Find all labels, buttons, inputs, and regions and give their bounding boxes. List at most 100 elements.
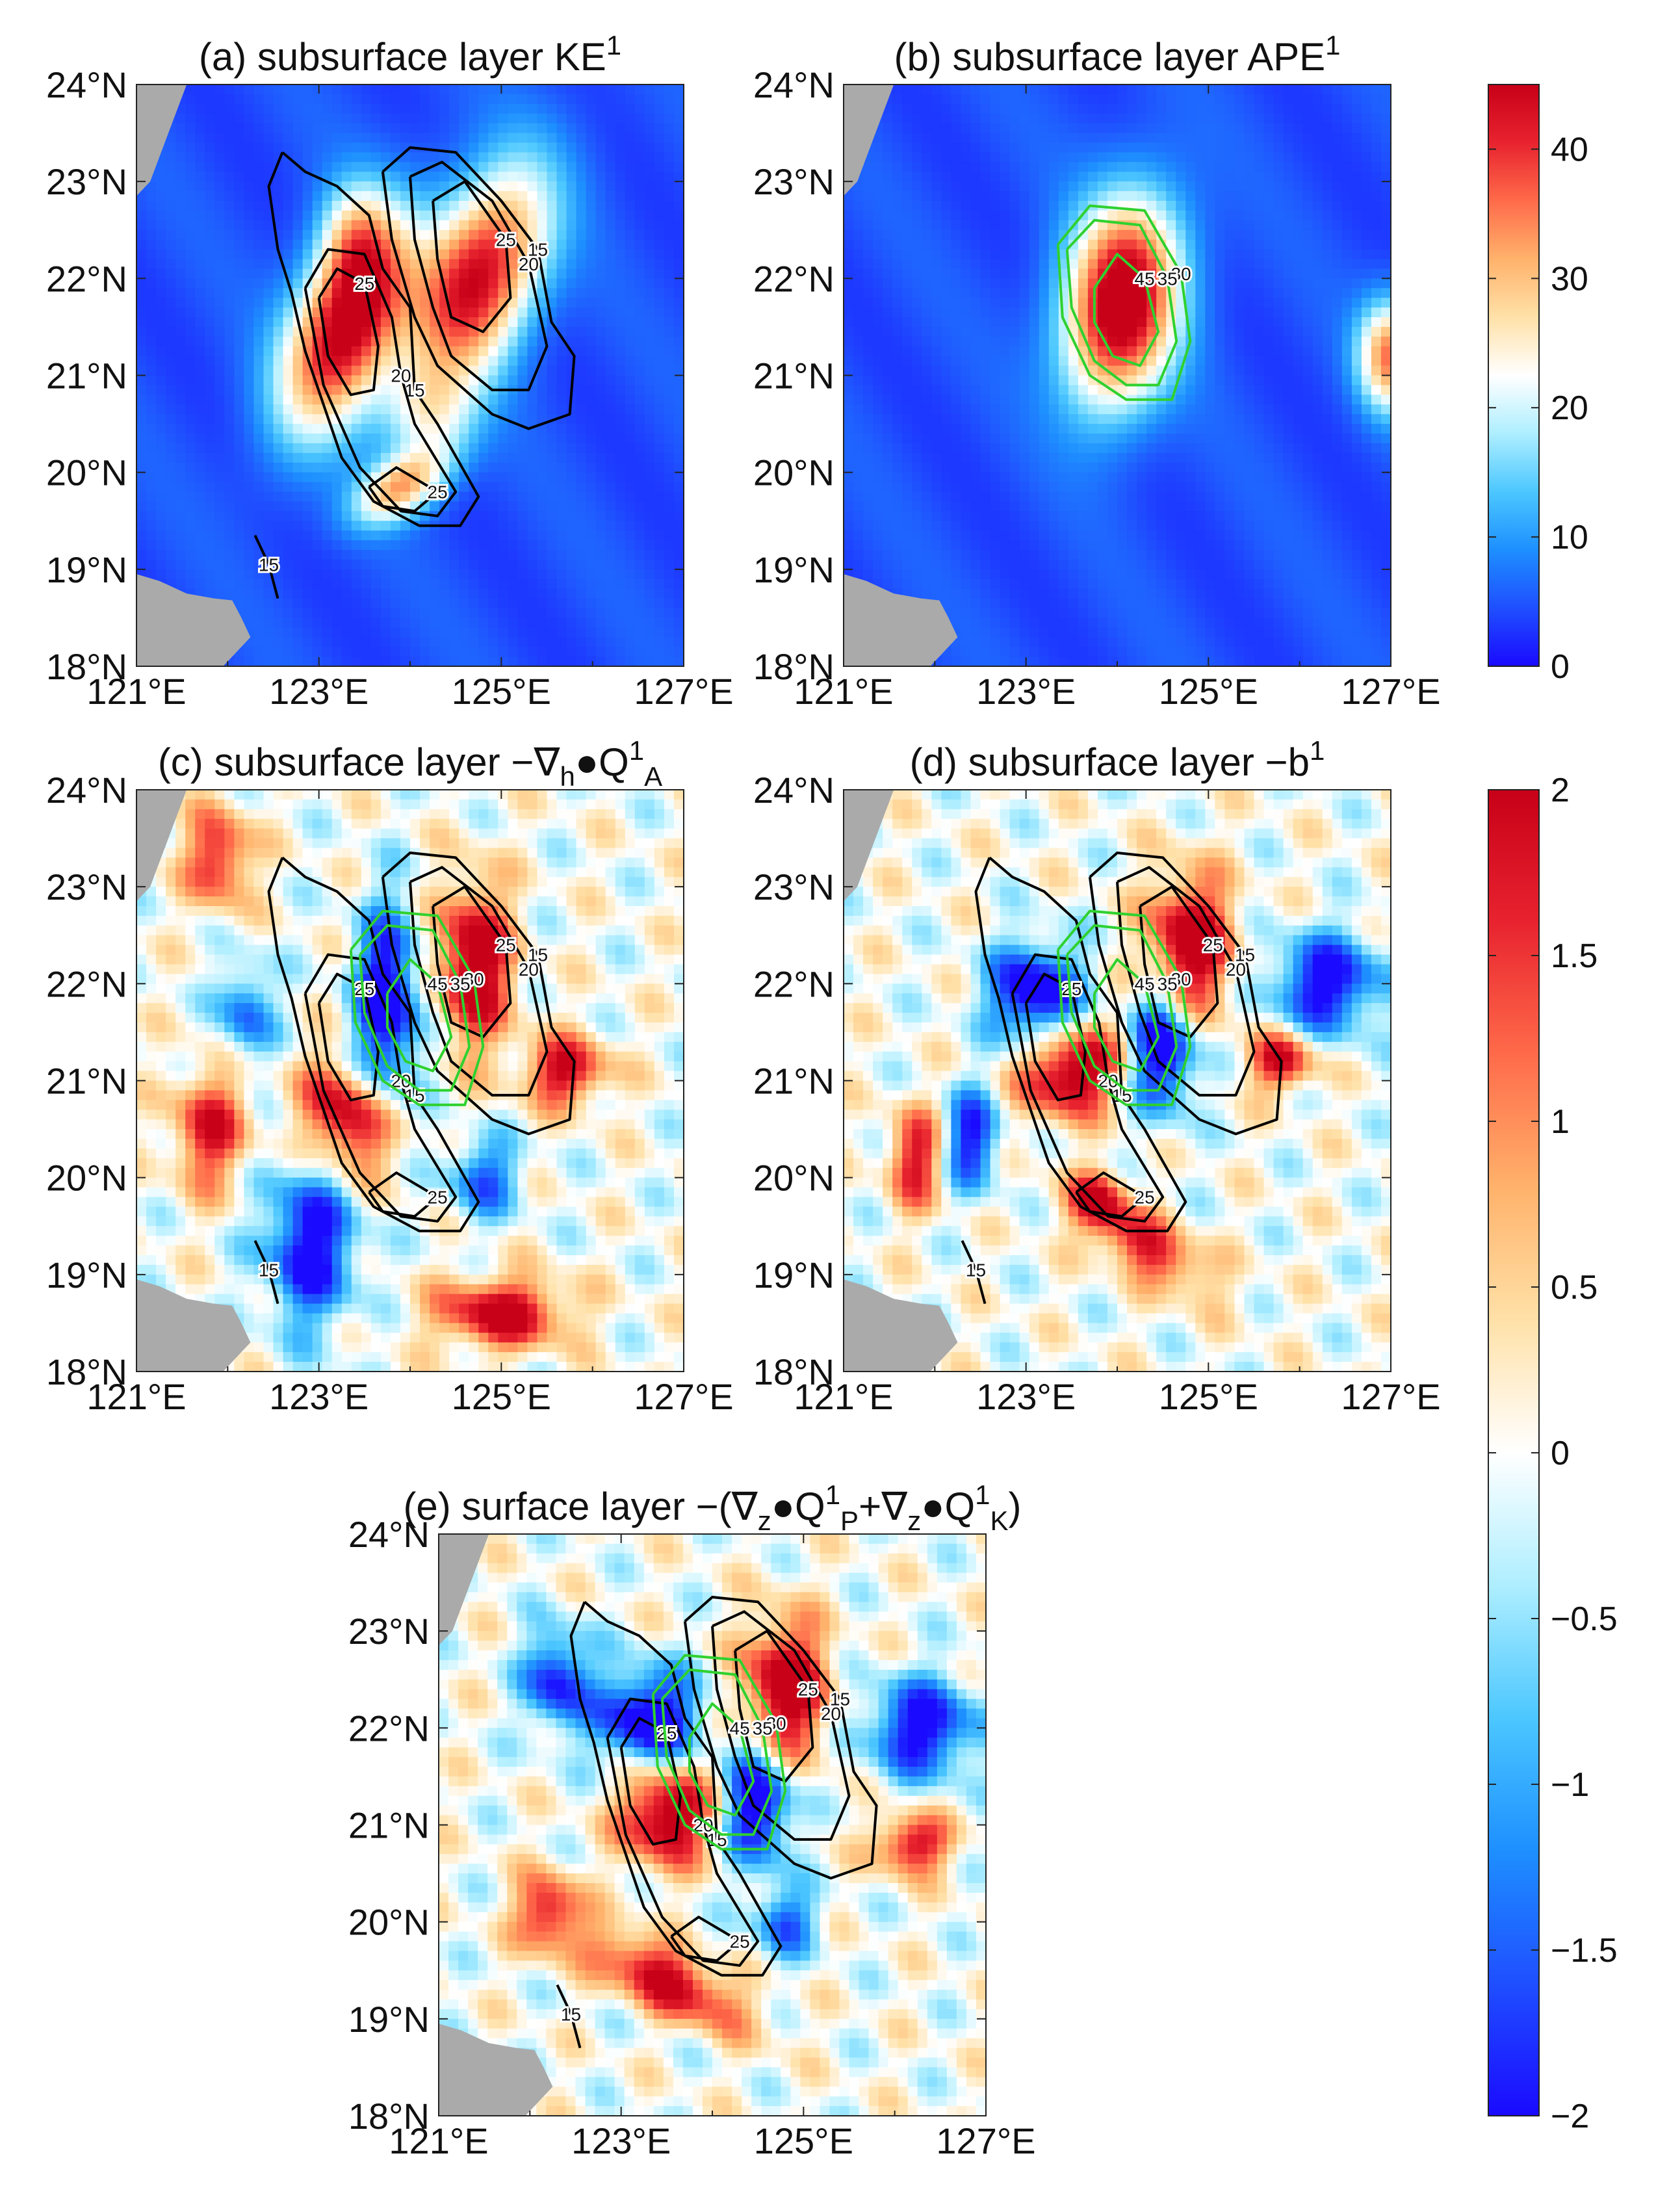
heatmap-cell (380, 434, 391, 444)
heatmap-cell (576, 511, 587, 522)
heatmap-cell (322, 220, 333, 231)
heatmap-cell (664, 511, 675, 522)
heatmap-cell (941, 172, 952, 182)
heatmap-cell (439, 482, 450, 493)
heatmap-cell (361, 201, 372, 211)
heatmap-cell (1048, 326, 1059, 337)
heatmap-cell (547, 201, 558, 211)
heatmap-cell (469, 201, 480, 211)
heatmap-cell (508, 152, 519, 163)
heatmap-cell (605, 559, 616, 570)
heatmap-cell (156, 559, 166, 570)
heatmap-cell (1332, 346, 1343, 357)
heatmap-cell (654, 434, 665, 444)
heatmap-cell (1195, 229, 1206, 241)
heatmap-cell (224, 201, 235, 211)
heatmap-cell (1009, 191, 1020, 202)
heatmap-cell (1244, 133, 1255, 144)
heatmap-cell (244, 501, 255, 512)
heatmap-cell (556, 452, 567, 463)
heatmap-cell (263, 259, 274, 270)
heatmap-cell (1166, 142, 1177, 153)
heatmap-cell (1234, 162, 1245, 173)
heatmap-cell (595, 434, 606, 444)
heatmap-cell (1019, 259, 1030, 270)
title-main: (a) subsurface layer KE (199, 35, 606, 79)
heatmap-cell (537, 627, 548, 638)
heatmap-cell (430, 123, 440, 134)
heatmap-cell (1009, 85, 1020, 95)
heatmap-cell (449, 142, 459, 153)
heatmap-cell (341, 298, 352, 308)
heatmap-cell (605, 482, 616, 493)
heatmap-cell (1341, 181, 1352, 192)
heatmap-cell (990, 346, 1001, 357)
heatmap-cell (576, 133, 587, 144)
heatmap-cell (1019, 191, 1030, 202)
heatmap-cell (478, 298, 489, 308)
heatmap-cell (146, 491, 157, 502)
heatmap-cell (1058, 113, 1069, 124)
heatmap-cell (1097, 94, 1108, 105)
heatmap-cell (1254, 142, 1265, 153)
heatmap-cell (400, 307, 411, 318)
heatmap-cell (1273, 181, 1284, 192)
heatmap-cell (576, 356, 587, 367)
heatmap-cell (156, 288, 166, 298)
heatmap-cell (351, 181, 362, 192)
heatmap-cell (644, 472, 655, 483)
heatmap-cell (605, 588, 616, 599)
heatmap-cell (478, 647, 489, 657)
heatmap-cell (380, 404, 391, 415)
heatmap-cell (1215, 229, 1226, 241)
heatmap-cell (488, 618, 499, 629)
heatmap-cell (253, 288, 265, 298)
heatmap-cell (244, 113, 255, 124)
heatmap-cell (283, 598, 294, 609)
heatmap-cell (361, 336, 372, 347)
heatmap-cell (283, 326, 294, 337)
heatmap-cell (1068, 172, 1079, 182)
heatmap-cell (556, 608, 567, 619)
heatmap-cell (951, 249, 962, 260)
heatmap-cell (1293, 298, 1304, 308)
heatmap-cell (625, 550, 636, 560)
heatmap-cell (1019, 123, 1030, 134)
heatmap-cell (1195, 162, 1206, 173)
heatmap-cell (1312, 249, 1323, 260)
heatmap-cell (273, 550, 284, 560)
heatmap-cell (449, 472, 459, 483)
heatmap-cell (185, 85, 196, 95)
heatmap-cell (922, 268, 933, 280)
heatmap-cell (185, 259, 196, 270)
heatmap-cell (1029, 172, 1040, 182)
heatmap-cell (205, 249, 216, 260)
heatmap-cell (146, 298, 157, 308)
heatmap-cell (517, 511, 528, 522)
heatmap-cell (1312, 307, 1323, 318)
heatmap-cell (156, 239, 166, 250)
heatmap-cell (517, 268, 528, 280)
heatmap-cell (912, 113, 923, 124)
heatmap-cell (1019, 317, 1030, 328)
heatmap-cell (1146, 103, 1157, 114)
heatmap-cell (951, 288, 962, 298)
heatmap-cell (1176, 113, 1187, 124)
heatmap-cell (420, 356, 430, 367)
heatmap-cell (595, 239, 606, 250)
heatmap-cell (449, 550, 459, 560)
heatmap-cell (1205, 259, 1216, 270)
heatmap-cell (576, 647, 587, 657)
heatmap-cell (273, 94, 284, 105)
heatmap-cell (331, 123, 343, 134)
heatmap-cell (478, 550, 489, 560)
heatmap-cell (420, 123, 430, 134)
heatmap-cell (478, 307, 489, 318)
heatmap-cell (537, 395, 548, 406)
heatmap-cell (195, 259, 206, 270)
heatmap-cell (283, 414, 294, 424)
heatmap-cell (400, 424, 411, 434)
heatmap-cell (459, 94, 470, 105)
heatmap-cell (990, 201, 1001, 211)
heatmap-cell (508, 346, 519, 357)
